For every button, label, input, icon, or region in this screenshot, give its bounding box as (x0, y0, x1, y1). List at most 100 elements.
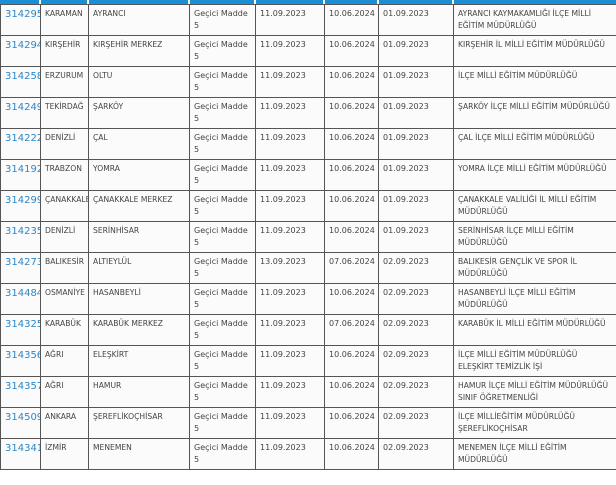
province-cell: DENİZLİ (40, 128, 89, 160)
district-cell: ÇANAKKALE MERKEZ (88, 190, 190, 222)
institution-cell: AYRANCI KAYMAKAMLIĞI İLÇE MİLLİ EĞİTİM M… (453, 4, 616, 36)
record-id-link[interactable]: 314294 (5, 40, 41, 51)
start-date-cell: 11.09.2023 (255, 283, 325, 315)
record-id-link[interactable]: 314273 (5, 257, 41, 268)
district-cell: AYRANCI (88, 4, 190, 36)
id-cell: 314295 (0, 4, 41, 36)
record-id-link[interactable]: 314258 (5, 71, 41, 82)
date-cell: 01.09.2023 (378, 128, 454, 160)
record-id-link[interactable]: 314341 (5, 443, 41, 454)
end-date-cell: 10.06.2024 (324, 128, 379, 160)
article-cell: Geçici Madde 5 (189, 128, 256, 160)
record-id-link[interactable]: 314325 (5, 319, 41, 330)
institution-cell: ÇAL İLÇE MİLLİ EĞİTİM MÜDÜRLÜĞÜ (453, 128, 616, 160)
article-cell: Geçici Madde 5 (189, 345, 256, 377)
table-row: 314341 İZMİR MENEMEN Geçici Madde 5 11.09.20… (0, 438, 616, 470)
date-cell: 02.09.2023 (378, 438, 454, 470)
id-cell: 314258 (0, 66, 41, 98)
province-cell: BALIKESİR (40, 252, 89, 284)
table-row: 314356 AĞRI ELEŞKİRT Geçici Madde 5 11.09.20… (0, 345, 616, 377)
district-cell: YOMRA (88, 159, 190, 191)
institution-cell: İLÇE MİLLİ EĞİTİM MÜDÜRLÜĞÜ ELEŞKİRT TEM… (453, 345, 616, 377)
district-cell: MENEMEN (88, 438, 190, 470)
institution-cell: MENEMEN İLÇE MİLLİ EĞİTİM MÜDÜRLÜĞÜ (453, 438, 616, 470)
start-date-cell: 11.09.2023 (255, 66, 325, 98)
institution-cell: SERİNHİSAR İLÇE MİLLİ EĞİTİM MÜDÜRLÜĞÜ (453, 221, 616, 253)
record-id-link[interactable]: 314484 (5, 288, 41, 299)
end-date-cell: 10.06.2024 (324, 66, 379, 98)
table-row: 314299 ÇANAKKALE ÇANAKKALE MERKEZ Geçici Ma… (0, 190, 616, 222)
institution-cell: HAMUR İLÇE MİLLİ EĞİTİM MÜDÜRLÜĞÜ SINIF … (453, 376, 616, 408)
date-cell: 01.09.2023 (378, 221, 454, 253)
table-header-strip (0, 0, 616, 4)
id-cell: 314192 (0, 159, 41, 191)
record-id-link[interactable]: 314295 (5, 9, 41, 20)
record-id-link[interactable]: 314299 (5, 195, 41, 206)
province-cell: KIRŞEHİR (40, 35, 89, 67)
id-cell: 314325 (0, 314, 41, 346)
start-date-cell: 11.09.2023 (255, 190, 325, 222)
district-cell: SERİNHİSAR (88, 221, 190, 253)
district-cell: ŞEREFLİKOÇHİSAR (88, 407, 190, 439)
end-date-cell: 10.06.2024 (324, 221, 379, 253)
date-cell: 02.09.2023 (378, 407, 454, 439)
id-cell: 314509 (0, 407, 41, 439)
district-cell: OLTU (88, 66, 190, 98)
article-cell: Geçici Madde 5 (189, 376, 256, 408)
date-cell: 01.09.2023 (378, 66, 454, 98)
table-row: 314258 ERZURUM OLTU Geçici Madde 5 11.09.202… (0, 66, 616, 98)
record-id-link[interactable]: 314222 (5, 133, 41, 144)
province-cell: ANKARA (40, 407, 89, 439)
end-date-cell: 10.06.2024 (324, 345, 379, 377)
table-row: 314192 TRABZON YOMRA Geçici Madde 5 11.09.20… (0, 159, 616, 191)
record-id-link[interactable]: 314357 (5, 381, 41, 392)
start-date-cell: 11.09.2023 (255, 159, 325, 191)
start-date-cell: 11.09.2023 (255, 314, 325, 346)
start-date-cell: 11.09.2023 (255, 221, 325, 253)
record-id-link[interactable]: 314235 (5, 226, 41, 237)
province-cell: DENİZLİ (40, 221, 89, 253)
province-cell: İZMİR (40, 438, 89, 470)
institution-cell: ÇANAKKALE VALİLİĞİ İL MİLLİ EĞİTİM MÜDÜR… (453, 190, 616, 222)
record-id-link[interactable]: 314509 (5, 412, 41, 423)
article-cell: Geçici Madde 5 (189, 190, 256, 222)
institution-cell: KIRŞEHİR İL MİLLİ EĞİTİM MÜDÜRLÜĞÜ (453, 35, 616, 67)
table-row: 314484 OSMANİYE HASANBEYLİ Geçici Madde 5 11… (0, 283, 616, 315)
article-cell: Geçici Madde 5 (189, 314, 256, 346)
institution-cell: İLÇE MİLLİEĞİTİM MÜDÜRLÜĞÜ ŞEREFLİKOÇHİS… (453, 407, 616, 439)
id-cell: 314341 (0, 438, 41, 470)
id-cell: 314294 (0, 35, 41, 67)
province-cell: AĞRI (40, 376, 89, 408)
district-cell: HASANBEYLİ (88, 283, 190, 315)
date-cell: 01.09.2023 (378, 35, 454, 67)
id-cell: 314299 (0, 190, 41, 222)
end-date-cell: 10.06.2024 (324, 283, 379, 315)
article-cell: Geçici Madde 5 (189, 35, 256, 67)
date-cell: 01.09.2023 (378, 190, 454, 222)
district-cell: ELEŞKİRT (88, 345, 190, 377)
start-date-cell: 11.09.2023 (255, 128, 325, 160)
institution-cell: KARABÜK İL MİLLİ EĞİTİM MÜDÜRLÜĞÜ (453, 314, 616, 346)
district-cell: KIRŞEHİR MERKEZ (88, 35, 190, 67)
article-cell: Geçici Madde 5 (189, 407, 256, 439)
province-cell: ERZURUM (40, 66, 89, 98)
date-cell: 02.09.2023 (378, 345, 454, 377)
record-id-link[interactable]: 314356 (5, 350, 41, 361)
table-row: 314325 KARABÜK KARABÜK MERKEZ Geçici Madde … (0, 314, 616, 346)
article-cell: Geçici Madde 5 (189, 159, 256, 191)
end-date-cell: 10.06.2024 (324, 438, 379, 470)
district-cell: HAMUR (88, 376, 190, 408)
province-cell: KARABÜK (40, 314, 89, 346)
institution-cell: BALIKESİR GENÇLİK VE SPOR İL MÜDÜRLÜĞÜ (453, 252, 616, 284)
record-id-link[interactable]: 314192 (5, 164, 41, 175)
province-cell: TEKİRDAĞ (40, 97, 89, 129)
article-cell: Geçici Madde 5 (189, 97, 256, 129)
district-cell: ŞARKÖY (88, 97, 190, 129)
start-date-cell: 11.09.2023 (255, 35, 325, 67)
district-cell: ÇAL (88, 128, 190, 160)
table-row: 314249 TEKİRDAĞ ŞARKÖY Geçici Madde 5 11.09.… (0, 97, 616, 129)
date-cell: 02.09.2023 (378, 283, 454, 315)
table-row: 314295 KARAMAN AYRANCI Geçici Madde 5 11.09.… (0, 4, 616, 36)
id-cell: 314356 (0, 345, 41, 377)
record-id-link[interactable]: 314249 (5, 102, 41, 113)
